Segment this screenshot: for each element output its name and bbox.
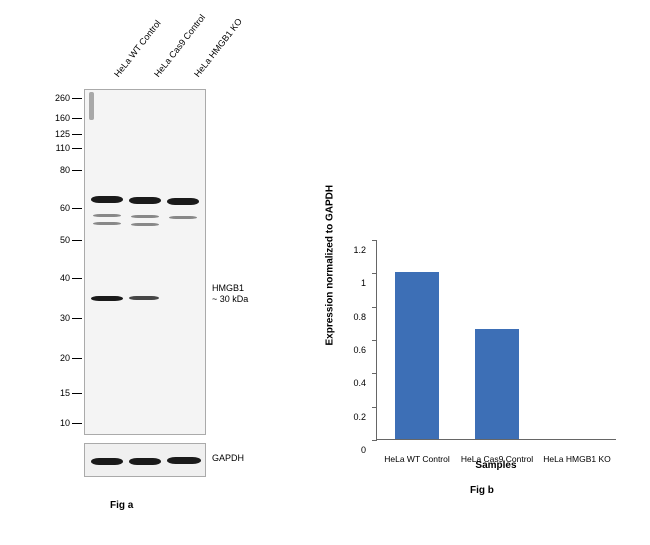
mw-marker-tick [72, 240, 82, 241]
y-tick-label: 0.8 [336, 312, 366, 322]
mw-marker-label: 80 [52, 165, 70, 175]
y-tick-label: 0 [336, 445, 366, 455]
mw-marker: 60 [52, 203, 82, 213]
blot-membrane-loading [84, 443, 206, 477]
mw-marker-tick [72, 170, 82, 171]
mw-marker-label: 260 [52, 93, 70, 103]
y-tick-label: 0.2 [336, 412, 366, 422]
mw-marker-tick [72, 208, 82, 209]
western-blot-panel: HeLa WT Control HeLa Cas9 Control HeLa H… [42, 15, 282, 500]
bar-chart-panel: Expression normalized to GAPDH 00.20.40.… [320, 230, 630, 500]
mw-marker-tick [72, 278, 82, 279]
band-hmgb1 [129, 296, 159, 300]
figure-container: HeLa WT Control HeLa Cas9 Control HeLa H… [0, 0, 650, 545]
band-hmgb1 [91, 296, 123, 301]
mw-marker-label: 160 [52, 113, 70, 123]
mw-marker: 15 [52, 388, 82, 398]
mw-marker: 160 [52, 113, 82, 123]
chart-plot-area: 00.20.40.60.811.2HeLa WT ControlHeLa Cas… [376, 240, 616, 440]
mw-marker-tick [72, 134, 82, 135]
mw-marker-label: 20 [52, 353, 70, 363]
mw-marker: 30 [52, 313, 82, 323]
band-nonspecific [167, 198, 199, 205]
fig-b-caption: Fig b [470, 485, 494, 496]
band-nonspecific [129, 197, 161, 204]
mw-marker-tick [72, 423, 82, 424]
band-faint [93, 214, 121, 217]
lane-labels-group: HeLa WT Control HeLa Cas9 Control HeLa H… [110, 15, 240, 83]
mw-marker-label: 15 [52, 388, 70, 398]
y-tick [372, 340, 377, 341]
bar [475, 329, 519, 439]
mw-marker: 80 [52, 165, 82, 175]
y-tick [372, 373, 377, 374]
y-tick [372, 407, 377, 408]
x-axis-title: Samples [376, 460, 616, 471]
mw-marker-label: 30 [52, 313, 70, 323]
mw-marker-label: 10 [52, 418, 70, 428]
y-axis-title: Expression normalized to GAPDH [325, 185, 336, 346]
mw-marker: 110 [52, 143, 82, 153]
y-tick [372, 273, 377, 274]
band-faint [93, 222, 121, 225]
mw-marker-tick [72, 98, 82, 99]
target-band-label: HMGB1 ~ 30 kDa [212, 283, 248, 305]
mw-marker-label: 125 [52, 129, 70, 139]
y-tick-label: 0.6 [336, 345, 366, 355]
mw-marker-label: 60 [52, 203, 70, 213]
band-gapdh [91, 458, 123, 465]
target-name: HMGB1 [212, 283, 244, 293]
bar [395, 272, 439, 439]
y-tick [372, 307, 377, 308]
mw-marker-tick [72, 358, 82, 359]
target-mw: ~ 30 kDa [212, 294, 248, 304]
mw-marker-label: 50 [52, 235, 70, 245]
y-tick-label: 1 [336, 278, 366, 288]
mw-marker: 125 [52, 129, 82, 139]
band-gapdh [167, 457, 201, 464]
mw-marker-tick [72, 148, 82, 149]
blot-membrane-main [84, 89, 206, 435]
mw-marker: 10 [52, 418, 82, 428]
mw-marker-label: 40 [52, 273, 70, 283]
mw-marker-tick [72, 318, 82, 319]
y-tick [372, 440, 377, 441]
band-faint [131, 223, 159, 226]
band-gapdh [129, 458, 161, 465]
band-faint [131, 215, 159, 218]
y-tick-label: 0.4 [336, 378, 366, 388]
fig-a-caption: Fig a [110, 500, 133, 511]
mw-marker: 20 [52, 353, 82, 363]
band-nonspecific [91, 196, 123, 203]
band-faint [169, 216, 197, 219]
mw-marker-tick [72, 118, 82, 119]
mw-marker: 260 [52, 93, 82, 103]
mw-marker: 40 [52, 273, 82, 283]
loading-control-label: GAPDH [212, 453, 244, 463]
mw-marker-tick [72, 393, 82, 394]
y-tick [372, 240, 377, 241]
smear [89, 92, 94, 120]
mw-marker: 50 [52, 235, 82, 245]
mw-marker-label: 110 [52, 143, 70, 153]
y-tick-label: 1.2 [336, 245, 366, 255]
